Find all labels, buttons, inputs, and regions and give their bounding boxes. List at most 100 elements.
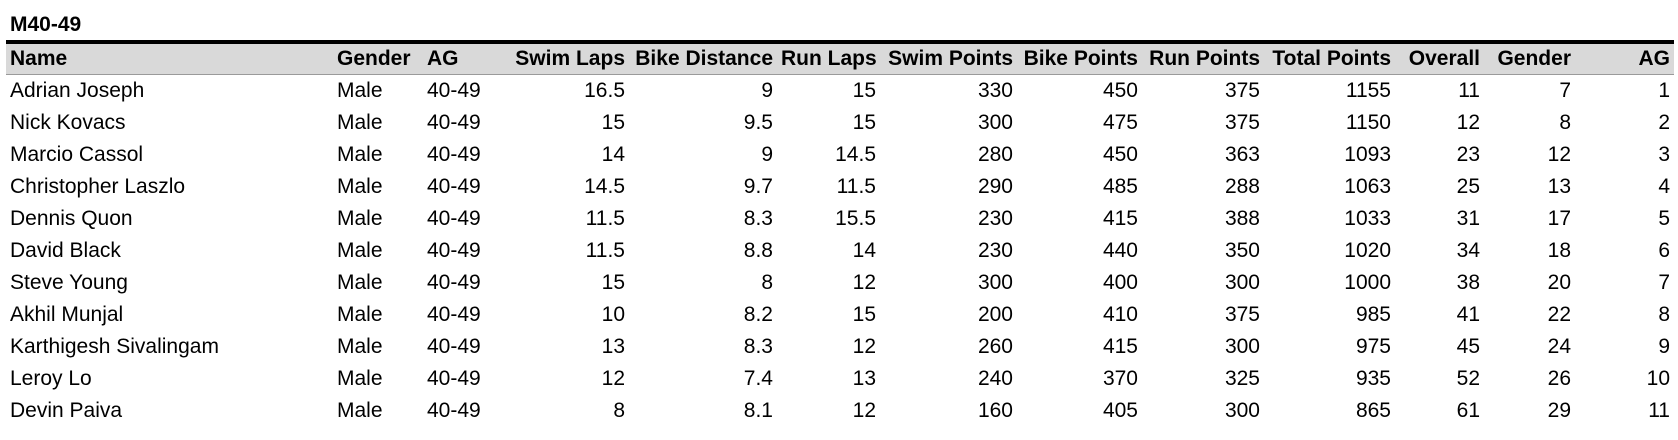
- table-row[interactable]: Nick Kovacs Male 40-49 15 9.5 15 300 475 375 1150…: [6, 107, 1674, 139]
- column-header-bike-points[interactable]: Bike Points: [1023, 47, 1138, 70]
- swim-points-cell[interactable]: 230: [977, 239, 1013, 262]
- ag-rank-cell[interactable]: 11: [1648, 399, 1670, 422]
- column-header-total-points[interactable]: Total Points: [1272, 47, 1391, 70]
- name-cell[interactable]: Dennis Quon: [10, 207, 133, 230]
- column-header-swim-laps[interactable]: Swim Laps: [515, 47, 625, 70]
- table-row[interactable]: Leroy Lo Male 40-49 12 7.4 13 240 370 325 935 52 26…: [6, 363, 1674, 395]
- total-points-cell[interactable]: 1033: [1344, 207, 1391, 230]
- swim-laps-cell[interactable]: 14.5: [584, 175, 625, 198]
- overall-rank-cell[interactable]: 23: [1456, 143, 1480, 166]
- ag-cell[interactable]: 40-49: [427, 79, 481, 102]
- gender-rank-cell[interactable]: 26: [1547, 367, 1571, 390]
- run-laps-cell[interactable]: 15.5: [835, 207, 876, 230]
- gender-cell[interactable]: Male: [337, 271, 383, 294]
- bike-distance-cell[interactable]: 8.3: [743, 335, 773, 358]
- run-laps-cell[interactable]: 13: [852, 367, 876, 390]
- table-row[interactable]: Adrian Joseph Male 40-49 16.5 9 15 330 450 375 11…: [6, 75, 1674, 108]
- run-laps-cell[interactable]: 12: [852, 399, 876, 422]
- swim-points-cell[interactable]: 300: [977, 111, 1013, 134]
- total-points-cell[interactable]: 1000: [1344, 271, 1391, 294]
- ag-rank-cell[interactable]: 2: [1658, 111, 1670, 134]
- gender-cell[interactable]: Male: [337, 399, 383, 422]
- overall-rank-cell[interactable]: 45: [1456, 335, 1480, 358]
- ag-rank-cell[interactable]: 7: [1658, 271, 1670, 294]
- overall-rank-cell[interactable]: 12: [1456, 111, 1480, 134]
- ag-cell[interactable]: 40-49: [427, 207, 481, 230]
- column-header-gender-rank[interactable]: Gender: [1497, 47, 1571, 70]
- column-header-overall-rank[interactable]: Overall: [1408, 47, 1480, 70]
- overall-rank-cell[interactable]: 61: [1456, 399, 1480, 422]
- total-points-cell[interactable]: 1063: [1344, 175, 1391, 198]
- gender-rank-cell[interactable]: 18: [1547, 239, 1571, 262]
- gender-cell[interactable]: Male: [337, 143, 383, 166]
- bike-points-cell[interactable]: 415: [1102, 335, 1138, 358]
- gender-rank-cell[interactable]: 20: [1547, 271, 1571, 294]
- swim-laps-cell[interactable]: 8: [613, 399, 625, 422]
- bike-points-cell[interactable]: 450: [1102, 143, 1138, 166]
- ag-cell[interactable]: 40-49: [427, 143, 481, 166]
- bike-distance-cell[interactable]: 8: [761, 271, 773, 294]
- overall-rank-cell[interactable]: 38: [1456, 271, 1480, 294]
- total-points-cell[interactable]: 935: [1355, 367, 1391, 390]
- name-cell[interactable]: Devin Paiva: [10, 399, 123, 422]
- bike-distance-cell[interactable]: 9: [761, 79, 773, 102]
- bike-distance-cell[interactable]: 8.1: [743, 399, 773, 422]
- ag-rank-cell[interactable]: 1: [1658, 79, 1670, 102]
- ag-cell[interactable]: 40-49: [427, 335, 481, 358]
- run-points-cell[interactable]: 300: [1224, 271, 1260, 294]
- bike-distance-cell[interactable]: 8.2: [743, 303, 773, 326]
- ag-cell[interactable]: 40-49: [427, 367, 481, 390]
- gender-rank-cell[interactable]: 12: [1547, 143, 1571, 166]
- run-laps-cell[interactable]: 11.5: [836, 175, 876, 198]
- name-cell[interactable]: Nick Kovacs: [10, 111, 126, 134]
- ag-rank-cell[interactable]: 10: [1646, 367, 1670, 390]
- ag-cell[interactable]: 40-49: [427, 399, 481, 422]
- gender-cell[interactable]: Male: [337, 239, 383, 262]
- overall-rank-cell[interactable]: 11: [1458, 79, 1480, 102]
- swim-laps-cell[interactable]: 12: [601, 367, 625, 390]
- swim-laps-cell[interactable]: 10: [601, 303, 625, 326]
- gender-rank-cell[interactable]: 17: [1547, 207, 1571, 230]
- overall-rank-cell[interactable]: 52: [1456, 367, 1480, 390]
- run-points-cell[interactable]: 350: [1224, 239, 1260, 262]
- ag-cell[interactable]: 40-49: [427, 111, 481, 134]
- run-laps-cell[interactable]: 14: [852, 239, 876, 262]
- ag-cell[interactable]: 40-49: [427, 239, 481, 262]
- gender-rank-cell[interactable]: 24: [1547, 335, 1571, 358]
- table-row[interactable]: Akhil Munjal Male 40-49 10 8.2 15 200 410 375 985…: [6, 299, 1674, 331]
- bike-distance-cell[interactable]: 9.5: [743, 111, 773, 134]
- ag-cell[interactable]: 40-49: [427, 271, 481, 294]
- column-header-name[interactable]: Name: [10, 47, 68, 70]
- bike-points-cell[interactable]: 440: [1102, 239, 1138, 262]
- run-laps-cell[interactable]: 14.5: [835, 143, 876, 166]
- run-points-cell[interactable]: 300: [1224, 335, 1260, 358]
- bike-points-cell[interactable]: 400: [1102, 271, 1138, 294]
- table-row[interactable]: Steve Young Male 40-49 15 8 12 300 400 300 1000 38…: [6, 267, 1674, 299]
- swim-laps-cell[interactable]: 15: [601, 271, 625, 294]
- ag-rank-cell[interactable]: 4: [1658, 175, 1670, 198]
- column-header-bike-distance[interactable]: Bike Distance: [635, 47, 773, 70]
- bike-points-cell[interactable]: 450: [1102, 79, 1138, 102]
- swim-laps-cell[interactable]: 14: [601, 143, 625, 166]
- gender-cell[interactable]: Male: [337, 207, 383, 230]
- bike-distance-cell[interactable]: 9.7: [743, 175, 773, 198]
- swim-points-cell[interactable]: 230: [977, 207, 1013, 230]
- ag-rank-cell[interactable]: 9: [1658, 335, 1670, 358]
- name-cell[interactable]: Christopher Laszlo: [10, 175, 186, 198]
- swim-laps-cell[interactable]: 13: [601, 335, 625, 358]
- bike-points-cell[interactable]: 405: [1102, 399, 1138, 422]
- gender-rank-cell[interactable]: 29: [1547, 399, 1571, 422]
- column-header-gender[interactable]: Gender: [337, 47, 411, 70]
- total-points-cell[interactable]: 1093: [1344, 143, 1391, 166]
- swim-laps-cell[interactable]: 11.5: [585, 239, 625, 262]
- ag-rank-cell[interactable]: 6: [1658, 239, 1670, 262]
- ag-rank-cell[interactable]: 8: [1658, 303, 1670, 326]
- gender-rank-cell[interactable]: 8: [1559, 111, 1571, 134]
- gender-rank-cell[interactable]: 22: [1547, 303, 1571, 326]
- ag-rank-cell[interactable]: 5: [1658, 207, 1670, 230]
- overall-rank-cell[interactable]: 41: [1456, 303, 1480, 326]
- table-row[interactable]: Devin Paiva Male 40-49 8 8.1 12 160 405 300 865 61…: [6, 395, 1674, 427]
- total-points-cell[interactable]: 1155: [1345, 79, 1391, 102]
- ag-cell[interactable]: 40-49: [427, 303, 481, 326]
- swim-points-cell[interactable]: 290: [977, 175, 1013, 198]
